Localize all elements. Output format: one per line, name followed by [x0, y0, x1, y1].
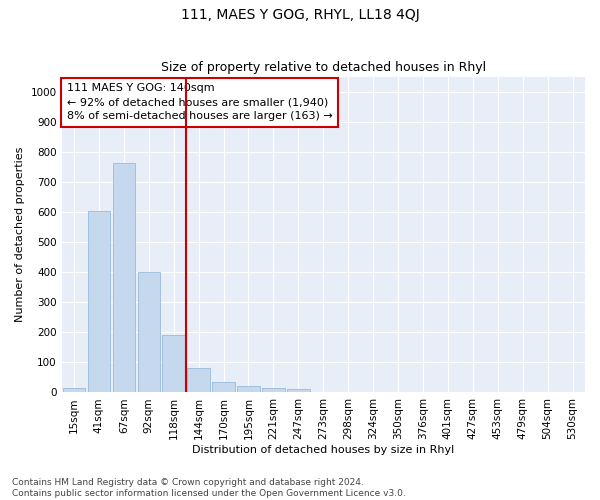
Text: 111, MAES Y GOG, RHYL, LL18 4QJ: 111, MAES Y GOG, RHYL, LL18 4QJ — [181, 8, 419, 22]
Y-axis label: Number of detached properties: Number of detached properties — [15, 147, 25, 322]
Bar — [163, 336, 185, 392]
Title: Size of property relative to detached houses in Rhyl: Size of property relative to detached ho… — [161, 62, 486, 74]
Bar — [113, 162, 135, 392]
Bar — [287, 388, 310, 392]
Bar — [262, 388, 284, 392]
Bar — [237, 386, 260, 392]
Text: 111 MAES Y GOG: 140sqm
← 92% of detached houses are smaller (1,940)
8% of semi-d: 111 MAES Y GOG: 140sqm ← 92% of detached… — [67, 84, 332, 122]
Bar — [137, 272, 160, 392]
Bar — [88, 210, 110, 392]
Text: Contains HM Land Registry data © Crown copyright and database right 2024.
Contai: Contains HM Land Registry data © Crown c… — [12, 478, 406, 498]
Bar — [187, 368, 210, 392]
X-axis label: Distribution of detached houses by size in Rhyl: Distribution of detached houses by size … — [192, 445, 454, 455]
Bar — [63, 388, 85, 392]
Bar — [212, 382, 235, 392]
